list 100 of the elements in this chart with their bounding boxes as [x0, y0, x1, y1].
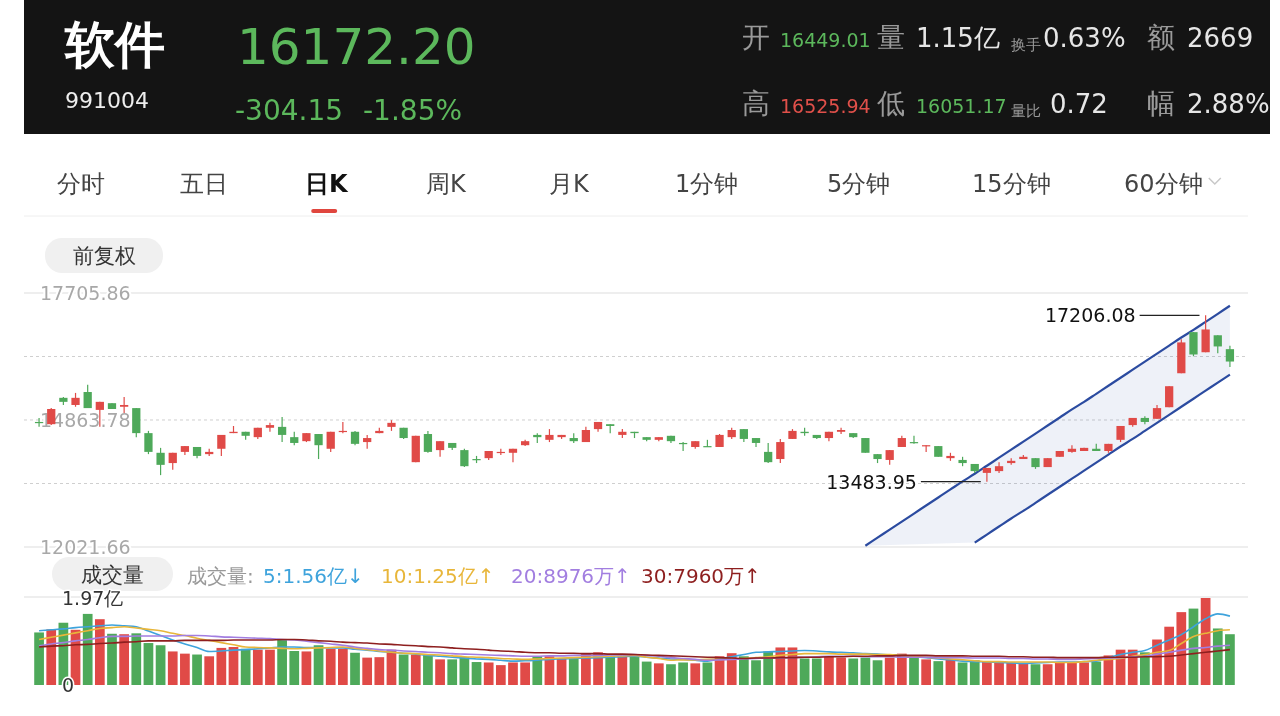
bar — [155, 645, 166, 685]
bar — [1176, 612, 1187, 685]
bar — [423, 654, 433, 685]
text: 日K — [305, 170, 349, 198]
bar — [289, 651, 300, 685]
bar — [338, 648, 348, 685]
candlestick — [314, 433, 323, 460]
candlestick — [836, 427, 846, 435]
bar — [350, 652, 360, 685]
bar — [921, 659, 931, 685]
y-tick-label: 17705.86 — [40, 282, 131, 304]
text: 幅 — [1147, 87, 1175, 120]
text: 5分钟 — [827, 170, 891, 198]
bar — [180, 653, 190, 685]
candlestick — [423, 430, 433, 454]
bar — [605, 656, 616, 685]
bar — [751, 660, 761, 685]
bar — [143, 643, 154, 685]
bar — [131, 633, 142, 685]
bar — [653, 663, 664, 685]
annotation: 13483.95 — [826, 470, 917, 493]
text: -304.15 — [235, 94, 344, 127]
bar — [629, 656, 640, 685]
text: 16051.17 — [916, 95, 1007, 117]
text: 周K — [426, 170, 467, 198]
bar — [301, 651, 312, 685]
bar — [265, 649, 275, 685]
bar — [240, 648, 251, 685]
candlestick — [277, 416, 287, 443]
bar — [1091, 661, 1102, 685]
bar — [107, 633, 117, 685]
candlestick — [508, 448, 518, 463]
text: 30:7960万↑ — [641, 564, 761, 588]
bar — [495, 665, 506, 685]
text: 5:1.56亿↓ — [263, 564, 364, 588]
text: 五日 — [180, 170, 228, 198]
bar — [957, 662, 968, 685]
candlestick — [120, 396, 129, 414]
text: 1分钟 — [675, 170, 739, 198]
bar — [1006, 662, 1017, 685]
bar — [739, 656, 749, 685]
bar — [702, 662, 713, 685]
text: 前复权 — [72, 244, 136, 268]
text: -1.85% — [363, 94, 463, 127]
text: 2.88% — [1187, 89, 1270, 119]
bar — [836, 657, 846, 685]
candlestick — [1225, 345, 1235, 368]
chart-title: 成交量 — [81, 563, 144, 587]
candlestick — [764, 442, 773, 464]
bar — [119, 634, 129, 685]
bar — [1067, 662, 1077, 685]
annotation: 17206.08 — [1044, 304, 1136, 327]
bar — [167, 651, 178, 685]
bar — [277, 639, 287, 685]
bar — [447, 659, 458, 685]
bar — [192, 654, 202, 685]
bar — [435, 659, 445, 685]
candlestick — [460, 448, 469, 468]
candlestick — [144, 430, 153, 455]
bar — [520, 662, 530, 685]
text: 16449.01 — [780, 29, 871, 51]
bar — [824, 656, 834, 685]
candlestick — [156, 447, 165, 476]
line-series — [973, 373, 1232, 544]
bar — [799, 658, 810, 685]
text: 0.63% — [1043, 23, 1126, 53]
text: 16172.20 — [237, 18, 476, 76]
bar — [1030, 664, 1041, 685]
bar — [1079, 662, 1089, 685]
bar — [909, 657, 919, 685]
candlestick — [265, 422, 275, 433]
y-tick-label: 12021.66 — [40, 536, 131, 558]
bar — [811, 658, 822, 685]
candlestick — [1201, 314, 1210, 353]
bar — [325, 648, 336, 685]
bar — [884, 657, 895, 685]
text: 20:8976万↑ — [511, 564, 631, 588]
bar — [1212, 628, 1223, 685]
candlestick — [1067, 444, 1077, 454]
bar — [94, 619, 105, 685]
bar — [204, 656, 215, 685]
bar — [617, 655, 628, 685]
text: 月K — [549, 170, 590, 198]
bar — [471, 662, 482, 685]
bar — [1225, 634, 1235, 685]
candlestick — [776, 438, 785, 464]
legend-title: 成交量: — [187, 564, 254, 588]
bar — [690, 663, 701, 685]
bar — [666, 664, 676, 685]
bar — [568, 657, 579, 685]
text: 开 — [742, 21, 770, 54]
text: 量 — [877, 21, 905, 54]
bar — [82, 613, 93, 685]
bar — [848, 658, 859, 685]
bar — [374, 657, 385, 685]
bar — [969, 660, 980, 685]
text: 60分钟 — [1124, 170, 1203, 198]
text: 量比 — [1011, 102, 1041, 120]
candlestick — [994, 461, 1004, 474]
bar — [982, 661, 992, 685]
